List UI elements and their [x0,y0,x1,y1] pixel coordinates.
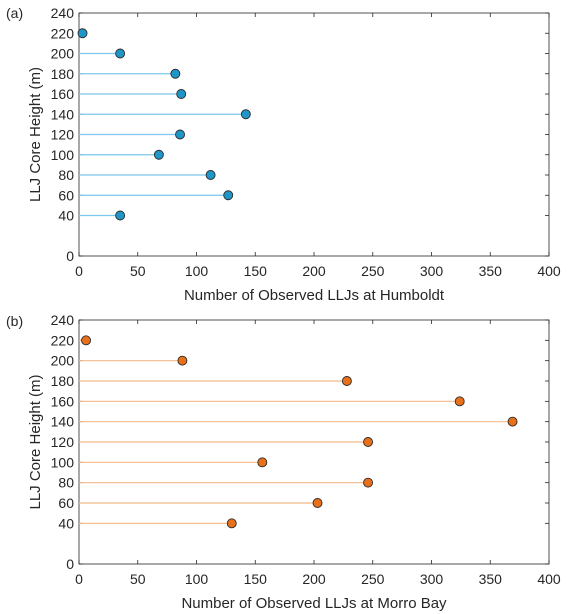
x-tick-label: 100 [185,571,209,587]
y-axis-label: LLJ Core Height (m) [27,374,44,509]
x-tick-label: 350 [479,263,503,279]
data-point [176,89,187,99]
data-point [257,457,268,468]
data-point [363,477,373,488]
y-tick-label: 0 [66,556,74,572]
data-point [226,518,237,529]
panel-a: 0 50 100 150 200 250 300 350 400 0 40 60 80 100 120 140… [6,5,561,304]
x-tick-label: 0 [75,571,83,587]
y-tick-label: 0 [66,248,74,264]
data-point [363,437,373,447]
y-tick-label: 60 [58,495,74,511]
data-point [81,335,92,346]
x-tick-label: 0 [75,263,83,279]
data-point [205,170,216,180]
x-tick-label: 350 [479,571,503,587]
y-tick-label: 60 [58,187,74,203]
data-point [341,376,352,386]
y-tick-label: 80 [58,475,74,491]
x-tick-label: 200 [302,571,326,587]
y-tick-label: 200 [51,353,75,369]
data-point [507,416,518,427]
y-tick-label: 140 [51,414,75,430]
x-tick-label: 400 [537,263,561,279]
x-tick-label: 400 [537,571,561,587]
y-tick-label: 240 [51,312,75,328]
y-axis-label: LLJ Core Height (m) [27,67,44,202]
x-tick-label: 150 [244,263,268,279]
x-tick-label: 100 [185,263,209,279]
y-tick-label: 100 [51,454,75,470]
x-tick-label: 300 [420,263,444,279]
y-tick-label: 40 [58,208,74,224]
data-point [175,129,186,140]
x-axis-label: Number of Observed LLJs at Morro Bay [181,595,447,612]
y-tick-label: 80 [58,167,74,183]
data-point [77,28,88,39]
data-point [454,396,465,407]
x-tick-label: 150 [244,571,268,587]
x-tick-label: 50 [130,263,146,279]
y-tick-label: 120 [51,434,75,450]
data-point [177,355,188,366]
x-tick-label: 300 [420,571,444,587]
y-tick-label: 40 [58,515,74,531]
x-tick-label: 50 [130,571,146,587]
y-tick-label: 160 [51,86,75,102]
x-tick-label: 250 [361,571,385,587]
panel-label: (b) [6,313,23,329]
y-tick-label: 120 [51,127,75,143]
panel-b: 0 50 100 150 200 250 300 350 400 0 40 60 80 100 120 140… [6,312,561,612]
y-tick-label: 220 [51,25,75,41]
y-tick-label: 220 [51,332,75,348]
data-point [312,498,323,508]
x-axis-label: Number of Observed LLJs at Humboldt [184,287,445,304]
x-tick-label: 250 [361,263,385,279]
y-tick-label: 100 [51,147,75,163]
y-tick-label: 200 [51,46,75,62]
data-point [170,68,181,79]
data-point [240,109,251,120]
y-tick-label: 240 [51,5,75,21]
y-tick-label: 180 [51,66,75,82]
data-point [115,48,126,59]
data-point [223,190,234,201]
data-point [153,149,164,160]
data-point [115,210,126,221]
panel-label: (a) [6,5,23,21]
y-tick-label: 160 [51,393,75,409]
y-tick-label: 180 [51,373,75,389]
x-tick-label: 200 [302,263,326,279]
y-tick-label: 140 [51,106,75,122]
